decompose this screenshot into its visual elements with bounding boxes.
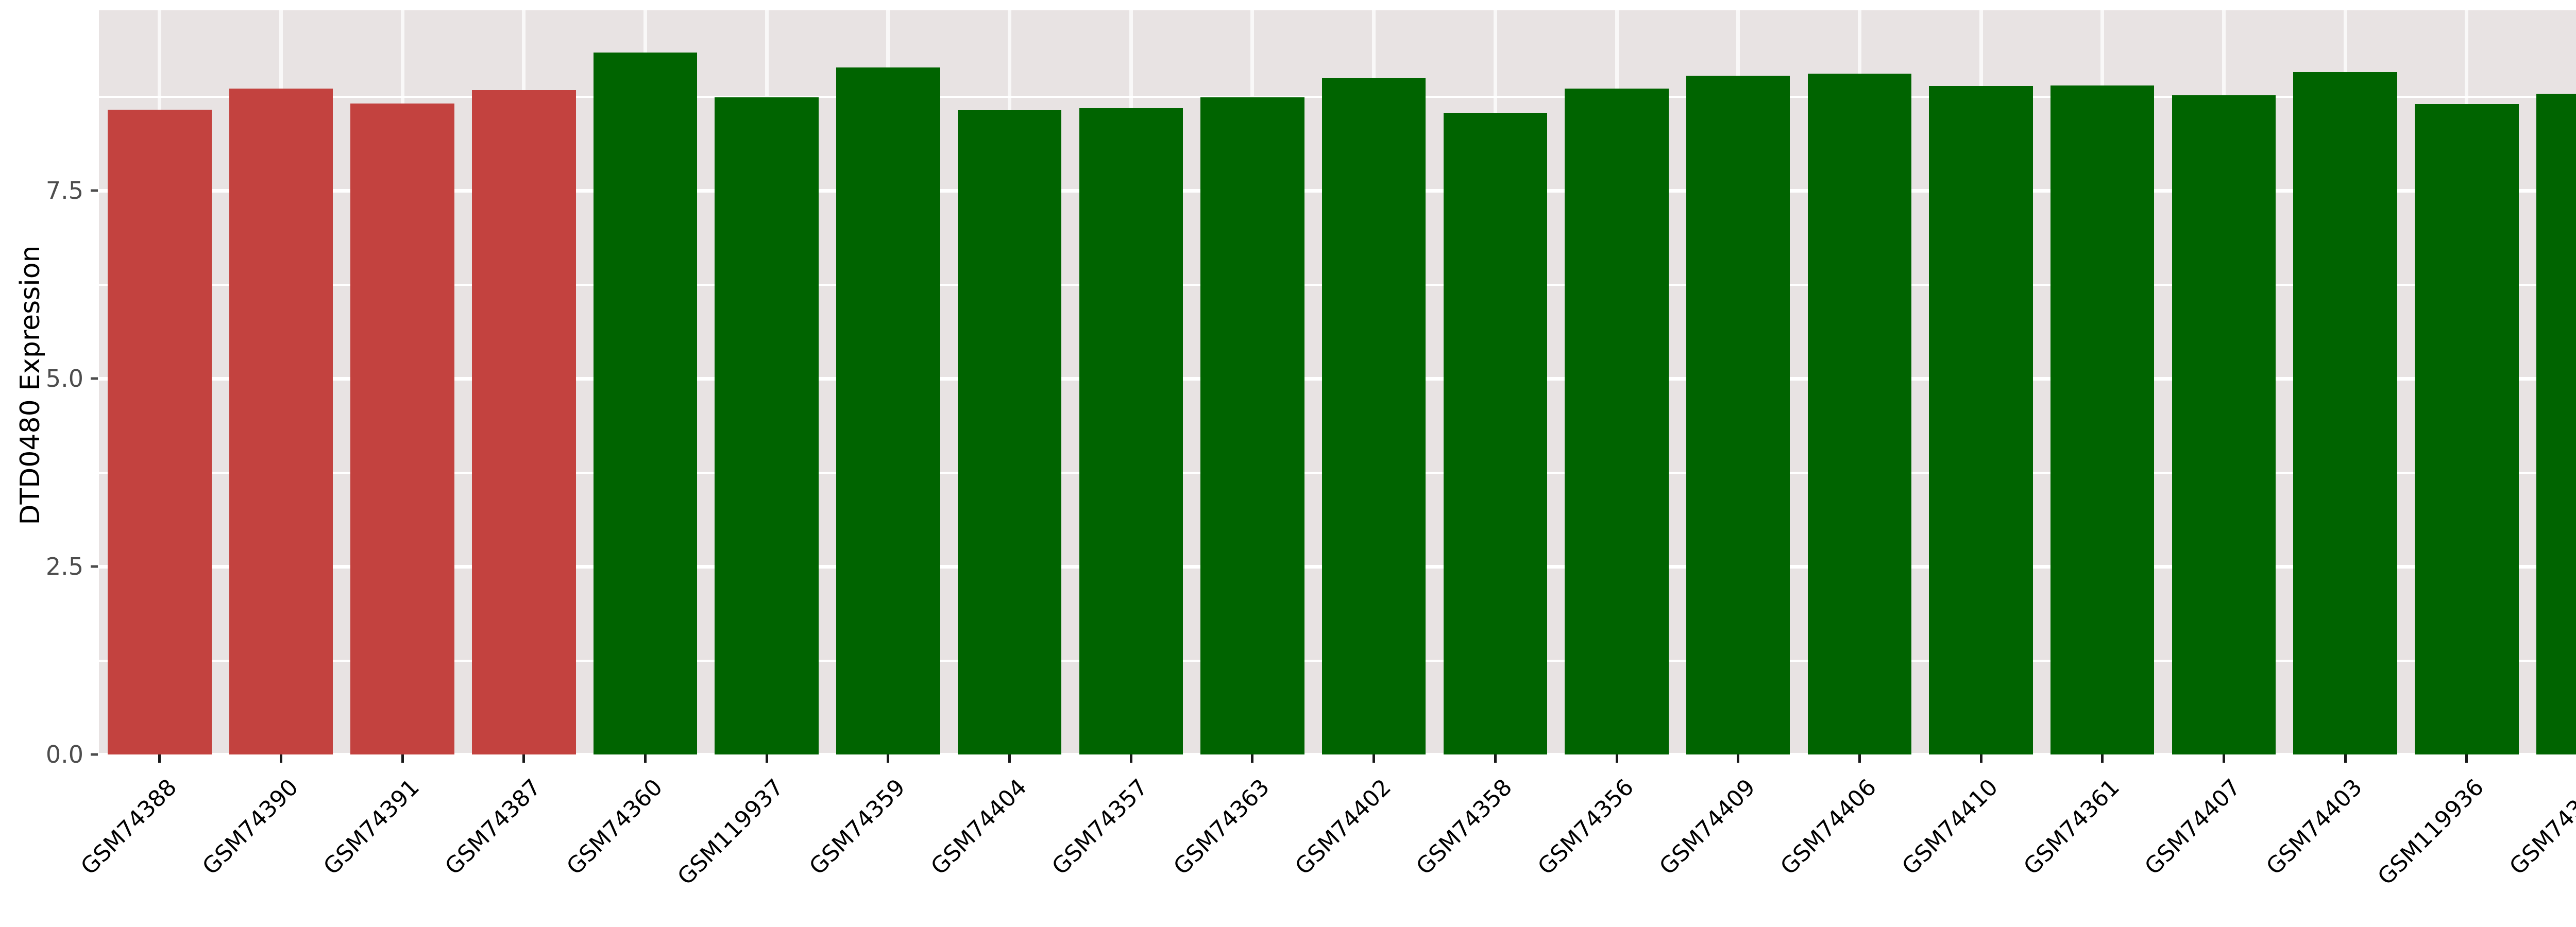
bar[interactable] (1321, 78, 1426, 754)
x-tick-mark (2101, 754, 2104, 763)
x-tick-mark (1858, 754, 1861, 763)
x-tick-label[interactable]: GSM74360 (561, 774, 668, 880)
x-tick-mark (401, 754, 404, 763)
x-tick-mark (280, 754, 283, 763)
x-tick-label[interactable]: GSM74356 (1533, 774, 1639, 880)
bar[interactable] (593, 52, 698, 754)
x-tick-mark (1615, 754, 1618, 763)
x-tick-label[interactable]: GSM74361 (2018, 774, 2125, 880)
x-tick-label[interactable]: GSM74404 (925, 774, 1032, 880)
bar[interactable] (1565, 88, 1669, 754)
x-tick-label[interactable]: GSM74407 (2140, 774, 2246, 880)
bar[interactable] (715, 97, 819, 754)
x-tick-label[interactable]: GSM74410 (1897, 774, 2004, 880)
bar[interactable] (957, 110, 1062, 754)
bar[interactable] (2536, 94, 2576, 754)
x-tick-mark (158, 754, 161, 763)
x-tick-mark (2222, 754, 2225, 763)
x-tick-mark (644, 754, 647, 763)
x-tick-label[interactable]: GSM74402 (1290, 774, 1396, 880)
bar[interactable] (1686, 76, 1790, 754)
bar[interactable] (350, 104, 454, 754)
x-tick-mark (887, 754, 890, 763)
x-tick-label[interactable]: GSM74406 (1775, 774, 1882, 880)
x-tick-label[interactable]: GSM74362 (2504, 774, 2576, 880)
x-tick-label[interactable]: GSM119937 (672, 774, 789, 890)
x-tick-mark (1979, 754, 1982, 763)
bar[interactable] (1807, 73, 1912, 754)
x-tick-mark (1129, 754, 1132, 763)
x-tick-mark (522, 754, 526, 763)
y-tick-label: 0.0 (45, 741, 83, 768)
gridline-major (99, 753, 2576, 757)
x-tick-mark (2465, 754, 2468, 763)
x-tick-label[interactable]: GSM74388 (76, 774, 182, 880)
bar[interactable] (229, 88, 333, 754)
bar[interactable] (2172, 95, 2276, 754)
x-tick-label[interactable]: GSM74409 (1654, 774, 1760, 880)
bar[interactable] (1929, 86, 2033, 754)
x-tick-label[interactable]: GSM74403 (2261, 774, 2368, 880)
x-tick-label[interactable]: GSM119936 (2372, 774, 2489, 890)
x-tick-label[interactable]: GSM74391 (318, 774, 425, 880)
bar[interactable] (1079, 108, 1183, 754)
bar[interactable] (472, 90, 576, 754)
y-tick-label: 7.5 (45, 177, 83, 205)
y-tick-mark (91, 753, 98, 756)
bar[interactable] (836, 67, 940, 754)
x-tick-mark (1494, 754, 1497, 763)
x-tick-mark (1251, 754, 1254, 763)
y-tick-mark (91, 189, 98, 192)
x-tick-label[interactable]: GSM74390 (197, 774, 303, 880)
x-tick-label[interactable]: GSM74387 (440, 774, 546, 880)
bar[interactable] (2415, 104, 2519, 754)
bar[interactable] (1443, 112, 1548, 754)
y-tick-label: 2.5 (45, 553, 83, 581)
bar[interactable] (108, 109, 212, 754)
x-tick-mark (1372, 754, 1376, 763)
x-tick-label[interactable]: GSM74358 (1411, 774, 1518, 880)
x-tick-label[interactable]: GSM74359 (804, 774, 910, 880)
bar[interactable] (2293, 72, 2397, 754)
bar[interactable] (1200, 97, 1304, 754)
x-tick-mark (1008, 754, 1011, 763)
y-tick-label: 5.0 (45, 365, 83, 393)
x-tick-label[interactable]: GSM74363 (1168, 774, 1275, 880)
bar[interactable] (2050, 85, 2155, 754)
plot-panel (99, 10, 2576, 757)
x-tick-label[interactable]: GSM74357 (1047, 774, 1154, 880)
y-tick-mark (91, 565, 98, 568)
x-tick-mark (1737, 754, 1740, 763)
y-tick-mark (91, 377, 98, 380)
x-tick-mark (765, 754, 768, 763)
x-tick-mark (2344, 754, 2347, 763)
